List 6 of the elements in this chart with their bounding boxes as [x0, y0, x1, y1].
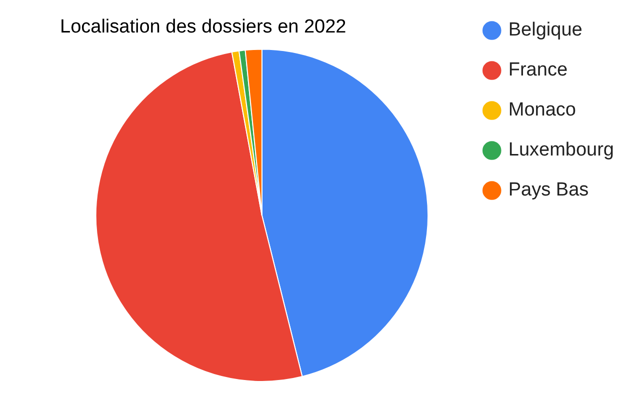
- chart-title: Localisation des dossiers en 2022: [60, 16, 346, 38]
- legend-label: Luxembourg: [508, 140, 614, 161]
- legend-label: Monaco: [508, 100, 576, 121]
- legend-label: Belgique: [508, 20, 582, 41]
- legend-label: France: [508, 60, 568, 81]
- legend-label: Pays Bas: [508, 180, 589, 201]
